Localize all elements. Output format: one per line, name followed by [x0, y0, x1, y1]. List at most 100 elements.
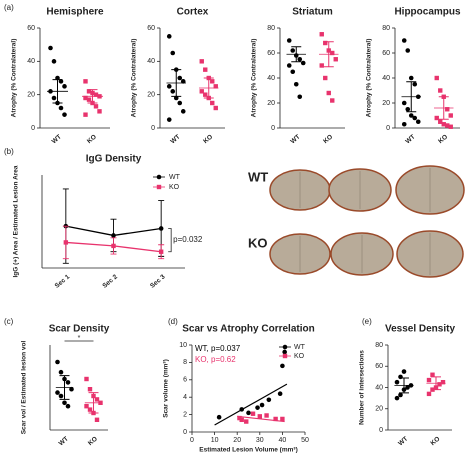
y-tick-label: 0: [386, 125, 390, 132]
chart-title: Cortex: [177, 7, 209, 18]
data-point: [257, 414, 262, 419]
data-point: [213, 84, 218, 89]
data-point: [323, 75, 328, 81]
y-tick-label: 0: [183, 429, 187, 436]
data-point: [434, 75, 439, 81]
data-point: [166, 117, 172, 122]
y-tick-label: 0: [151, 125, 155, 132]
chart-title: IgG Density: [86, 154, 142, 165]
data-point: [93, 104, 99, 109]
x-tick-label: KO: [429, 435, 441, 447]
data-point: [401, 100, 407, 106]
data-point: [166, 84, 172, 89]
x-tick-label: Sec 2: [101, 273, 119, 290]
y-tick-label: 40: [375, 384, 383, 391]
y-axis-label: IgG (+) Area / Estimated Lesion Area: [13, 165, 20, 277]
chart-title: Hemisphere: [46, 7, 104, 18]
annotation: *: [78, 335, 81, 342]
brain-midline: [299, 168, 431, 275]
data-point: [426, 377, 432, 383]
data-point: [333, 57, 338, 62]
data-point: [93, 92, 99, 97]
data-point: [430, 372, 435, 377]
y-axis-label: Number of intersections: [359, 350, 366, 425]
data-point: [401, 38, 407, 43]
x-tick-label: WT: [404, 133, 416, 145]
data-point: [94, 397, 100, 402]
data-point: [170, 50, 176, 56]
legend-label: KO: [294, 353, 305, 360]
x-tick-label: WT: [289, 133, 301, 145]
significance-bracket: [168, 228, 172, 253]
error-bar: [52, 79, 63, 104]
data-point: [319, 63, 324, 68]
y-tick-label: 0: [271, 125, 275, 132]
error-bar: [323, 41, 334, 68]
x-tick-label: Sec 1: [54, 273, 72, 290]
data-point: [111, 233, 116, 238]
data-point: [58, 79, 64, 84]
panel-label: (b): [4, 147, 14, 156]
fit-line: [214, 383, 288, 426]
data-point: [426, 391, 432, 397]
x-tick-label: Sec 3: [149, 273, 167, 290]
data-point: [440, 379, 446, 385]
data-point: [415, 119, 421, 125]
data-point: [55, 390, 60, 395]
data-point: [239, 407, 245, 412]
x-tick-label: 40: [279, 437, 287, 444]
y-tick-label: 60: [382, 50, 390, 57]
data-point: [405, 48, 411, 53]
data-point: [273, 416, 278, 422]
data-point: [55, 75, 60, 81]
data-point: [438, 88, 443, 93]
data-point: [237, 415, 242, 421]
y-tick-label: 10: [179, 342, 187, 349]
data-point: [156, 174, 162, 180]
y-tick-label: 20: [267, 100, 275, 107]
chart-title: Scar vs Atrophy Correlation: [182, 324, 314, 335]
data-point: [401, 121, 407, 127]
data-point: [180, 109, 186, 114]
data-point: [405, 385, 410, 390]
data-point: [158, 226, 164, 231]
data-point: [177, 100, 183, 106]
x-tick-label: WT: [51, 133, 63, 145]
data-point: [394, 395, 400, 401]
y-tick-label: 20: [382, 100, 390, 107]
y-tick-label: 4: [183, 394, 187, 401]
x-tick-label: KO: [437, 133, 449, 145]
data-point: [62, 84, 67, 89]
data-point: [203, 92, 208, 97]
data-point: [250, 411, 256, 416]
annotation: KO, p=0.62: [195, 355, 236, 364]
data-point: [199, 89, 204, 94]
data-point: [58, 105, 64, 111]
data-point: [83, 79, 88, 84]
data-point: [398, 374, 403, 380]
data-point: [394, 379, 400, 385]
data-point: [408, 75, 414, 81]
data-point: [412, 81, 418, 87]
data-point: [282, 349, 287, 355]
error-bar: [171, 69, 182, 97]
x-axis-label: Estimated Lesion Volume (mm³): [199, 447, 297, 454]
panel-label: (c): [4, 317, 14, 326]
data-point: [97, 109, 102, 114]
y-axis-label: Scar volume (mm³): [163, 359, 170, 418]
data-point: [170, 89, 176, 94]
y-tick-label: 0: [379, 427, 383, 434]
data-point: [210, 79, 215, 84]
data-point: [401, 369, 407, 374]
data-point: [199, 59, 204, 64]
panel-label: (d): [168, 317, 178, 326]
x-tick-label: 30: [256, 437, 264, 444]
data-point: [297, 94, 303, 100]
data-point: [58, 393, 64, 399]
data-point: [58, 369, 64, 375]
data-point: [319, 32, 324, 37]
data-point: [213, 105, 218, 111]
data-point: [156, 184, 162, 190]
legend-label: WT: [294, 344, 306, 351]
data-point: [438, 119, 443, 124]
